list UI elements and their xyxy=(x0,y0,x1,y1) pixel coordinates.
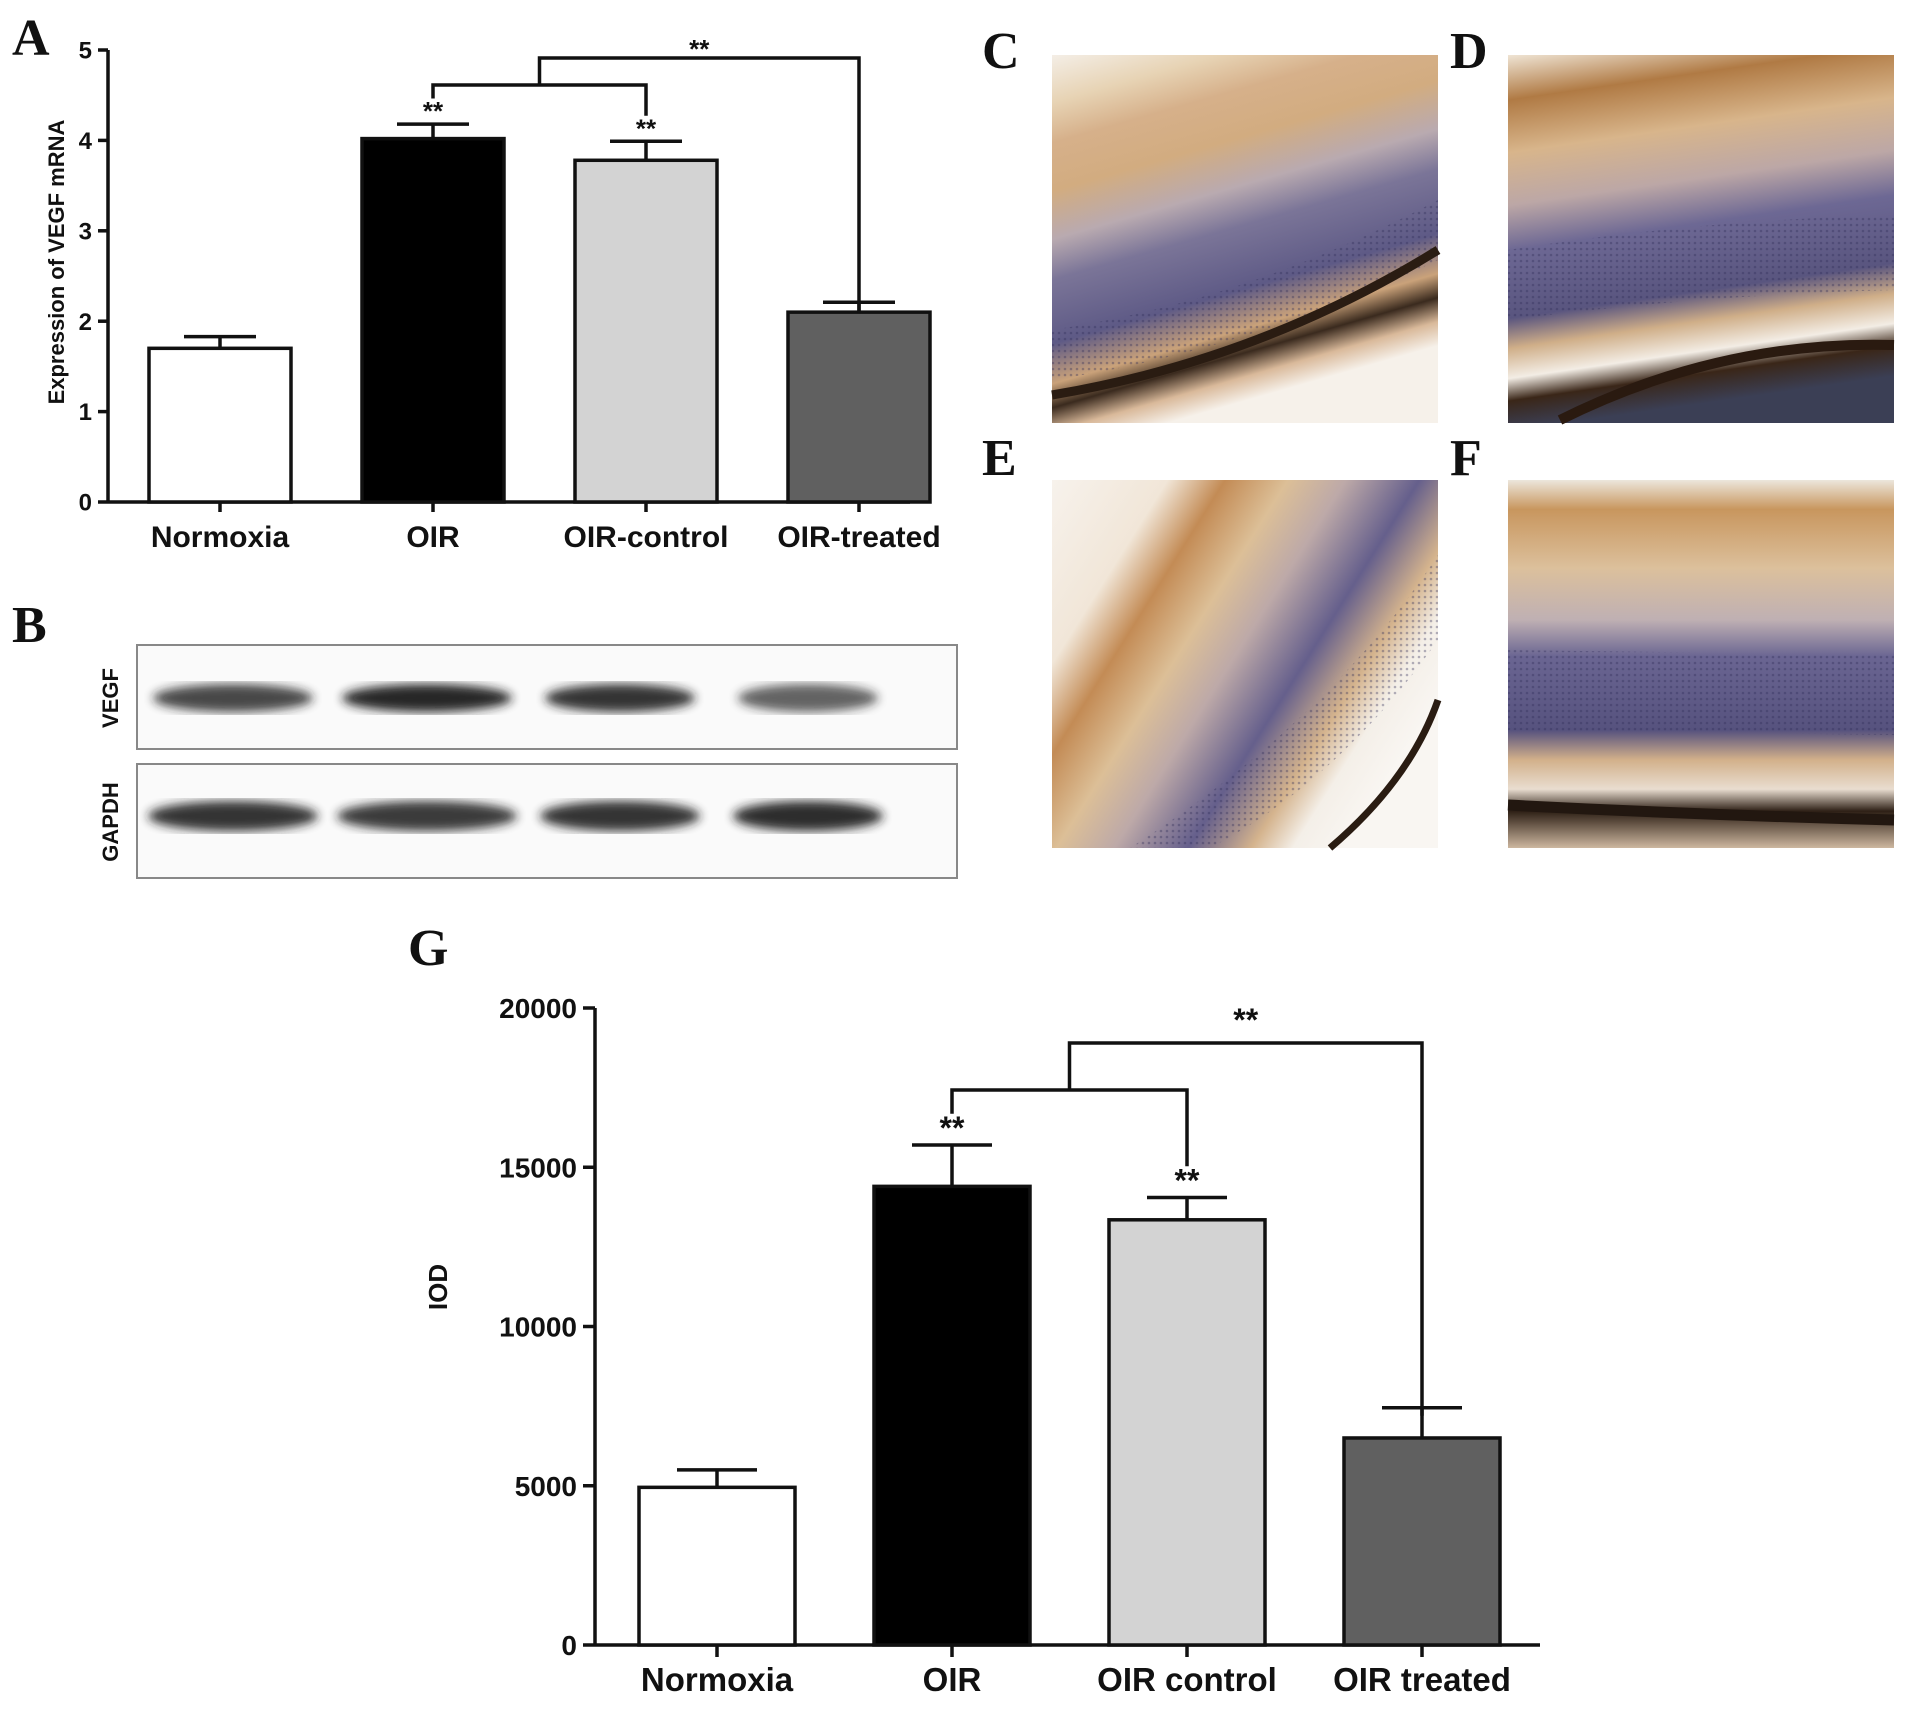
panel-label-f: F xyxy=(1450,430,1482,487)
blot-label-vegf: VEGF xyxy=(98,668,123,728)
micrograph-e xyxy=(1052,480,1442,851)
gapdh-band xyxy=(540,801,700,831)
significance-star-treated: ** xyxy=(689,34,710,64)
x-tick-label: Normoxia xyxy=(151,521,290,554)
significance-bracket-outer xyxy=(537,56,861,313)
bar xyxy=(360,136,506,504)
western-blot: VEGF GAPDH xyxy=(98,644,958,879)
y-tick-label: 15000 xyxy=(499,1152,577,1183)
significance-star-treated: ** xyxy=(1233,1002,1258,1038)
x-tick-label: OIR-treated xyxy=(777,521,940,554)
significance-bracket-inner xyxy=(950,1088,1189,1167)
bar xyxy=(1107,1218,1267,1647)
vegf-band xyxy=(738,684,878,712)
x-tick-label: OIR treated xyxy=(1333,1661,1511,1698)
panel-label-a: A xyxy=(12,10,50,67)
significance-bracket-inner xyxy=(431,83,648,116)
chart-g: IOD 0 5000 10000 15000 20000 Normoxia OIR OIR c… xyxy=(423,993,1540,1698)
y-tick-label: 2 xyxy=(79,309,92,336)
bar xyxy=(1342,1436,1502,1647)
bar xyxy=(573,158,719,504)
significance-bracket-outer xyxy=(1067,1041,1424,1416)
bar xyxy=(786,310,932,504)
micrograph-f xyxy=(1507,480,1895,848)
bar xyxy=(637,1485,797,1647)
y-tick-label: 0 xyxy=(79,490,92,517)
gapdh-band xyxy=(148,801,318,831)
gapdh-band xyxy=(337,801,517,831)
significance-star-oir-control: ** xyxy=(636,113,657,143)
vegf-band xyxy=(545,684,695,712)
y-tick-label: 0 xyxy=(561,1630,577,1661)
vegf-band xyxy=(342,684,512,712)
x-tick-label: OIR control xyxy=(1097,1661,1277,1698)
x-tick-label: OIR xyxy=(406,521,460,554)
panel-label-e: E xyxy=(982,430,1017,487)
bar xyxy=(872,1184,1032,1647)
y-tick-label: 1 xyxy=(79,399,92,426)
bar xyxy=(147,346,293,504)
x-tick-label: Normoxia xyxy=(641,1661,794,1698)
gapdh-band xyxy=(733,801,883,831)
y-tick-label: 10000 xyxy=(499,1312,577,1343)
panel-label-c: C xyxy=(982,23,1020,80)
x-tick-label: OIR xyxy=(923,1661,982,1698)
panel-label-g: G xyxy=(408,920,448,977)
chart-a: Expression of VEGF mRNA 0 1 2 3 4 5 Normoxia OI… xyxy=(44,34,941,554)
panel-label-d: D xyxy=(1450,23,1488,80)
micrograph-d xyxy=(1508,55,1895,425)
y-tick-label: 3 xyxy=(79,218,92,245)
vegf-band xyxy=(153,684,313,712)
chart-g-ylabel: IOD xyxy=(423,1264,453,1310)
micrograph-c xyxy=(1051,55,1441,423)
significance-star-oir: ** xyxy=(940,1110,965,1146)
chart-a-ylabel: Expression of VEGF mRNA xyxy=(44,119,69,404)
y-tick-label: 4 xyxy=(79,128,93,155)
y-tick-label: 5 xyxy=(79,38,92,65)
panel-label-b: B xyxy=(12,597,47,654)
y-tick-label: 5000 xyxy=(515,1471,577,1502)
blot-label-gapdh: GAPDH xyxy=(98,782,123,861)
significance-star-oir: ** xyxy=(423,96,444,126)
y-tick-label: 20000 xyxy=(499,993,577,1024)
significance-star-oir-control: ** xyxy=(1175,1163,1200,1199)
x-tick-label: OIR-control xyxy=(564,521,729,554)
